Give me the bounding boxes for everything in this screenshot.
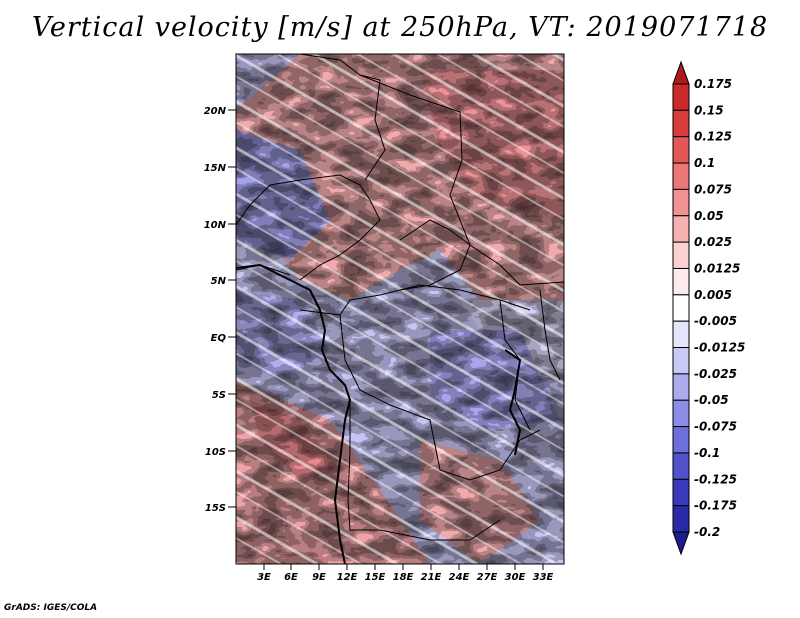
colorbar-box (672, 109, 690, 138)
colorbar-label: 0.05 (694, 209, 724, 223)
colorbar-label: 0.15 (694, 103, 724, 117)
colorbar-box (672, 426, 690, 454)
colorbar-box (672, 452, 690, 480)
colorbar-box (672, 267, 690, 296)
lon-label: 12E (337, 572, 358, 583)
colorbar-label: -0.005 (694, 314, 737, 328)
colorbar-label: -0.125 (694, 472, 737, 486)
colorbar-top-arrow (672, 60, 690, 85)
vertical-velocity-field (236, 54, 564, 564)
lon-label: 21E (421, 572, 442, 583)
lat-label: 15N (204, 163, 227, 174)
colorbar-label: 0.005 (694, 288, 732, 302)
colorbar-label: -0.2 (694, 525, 720, 539)
lat-label: 20N (204, 106, 227, 117)
colorbar-label: -0.175 (694, 499, 737, 513)
colorbar-label: -0.0125 (694, 341, 745, 355)
lat-label: EQ (211, 333, 227, 344)
lon-label: 33E (533, 572, 554, 583)
lon-label: 27E (477, 572, 498, 583)
colorbar-box (672, 241, 690, 269)
lat-label: 15S (205, 503, 226, 514)
lon-label: 18E (393, 572, 414, 583)
colorbar-box (672, 347, 690, 375)
colorbar-label: -0.075 (694, 420, 737, 434)
colorbar-label: -0.025 (694, 367, 737, 381)
map-frame (235, 53, 565, 565)
colorbar-label: 0.025 (694, 235, 732, 249)
colorbar-label: -0.1 (694, 446, 720, 460)
lon-label: 3E (257, 572, 271, 583)
colorbar-bottom-arrow (672, 531, 690, 556)
colorbar-box (672, 136, 690, 164)
lat-label: 5N (211, 276, 227, 287)
colorbar-label: 0.125 (694, 130, 732, 144)
colorbar-box (672, 162, 690, 190)
colorbar-box (672, 215, 690, 243)
colorbar-box (672, 294, 690, 322)
lat-label: 10S (205, 447, 226, 458)
colorbar-box (672, 399, 690, 428)
colorbar-box (672, 505, 690, 533)
lon-label: 15E (365, 572, 386, 583)
colorbar-box (672, 478, 690, 507)
colorbar-box (672, 83, 690, 111)
colorbar-label: 0.075 (694, 182, 732, 196)
lon-label: 9E (312, 572, 326, 583)
colorbar-label: -0.05 (694, 393, 729, 407)
lon-label: 30E (505, 572, 526, 583)
map-title: Vertical velocity [m/s] at 250hPa, VT: 2… (31, 12, 769, 43)
lat-label: 5S (212, 390, 226, 401)
coastline (236, 263, 522, 564)
colorbar-box (672, 320, 690, 349)
colorbar-label: 0.175 (694, 77, 732, 91)
colorbar-label: 0.1 (694, 156, 715, 170)
lon-label: 24E (449, 572, 470, 583)
colorbar-label: 0.0125 (694, 261, 740, 275)
footer-credit: GrADS: IGES/COLA (4, 603, 98, 613)
colorbar-box (672, 188, 690, 217)
lat-label: 10N (204, 220, 227, 231)
colorbar-box (672, 373, 690, 401)
lon-label: 6E (284, 572, 298, 583)
